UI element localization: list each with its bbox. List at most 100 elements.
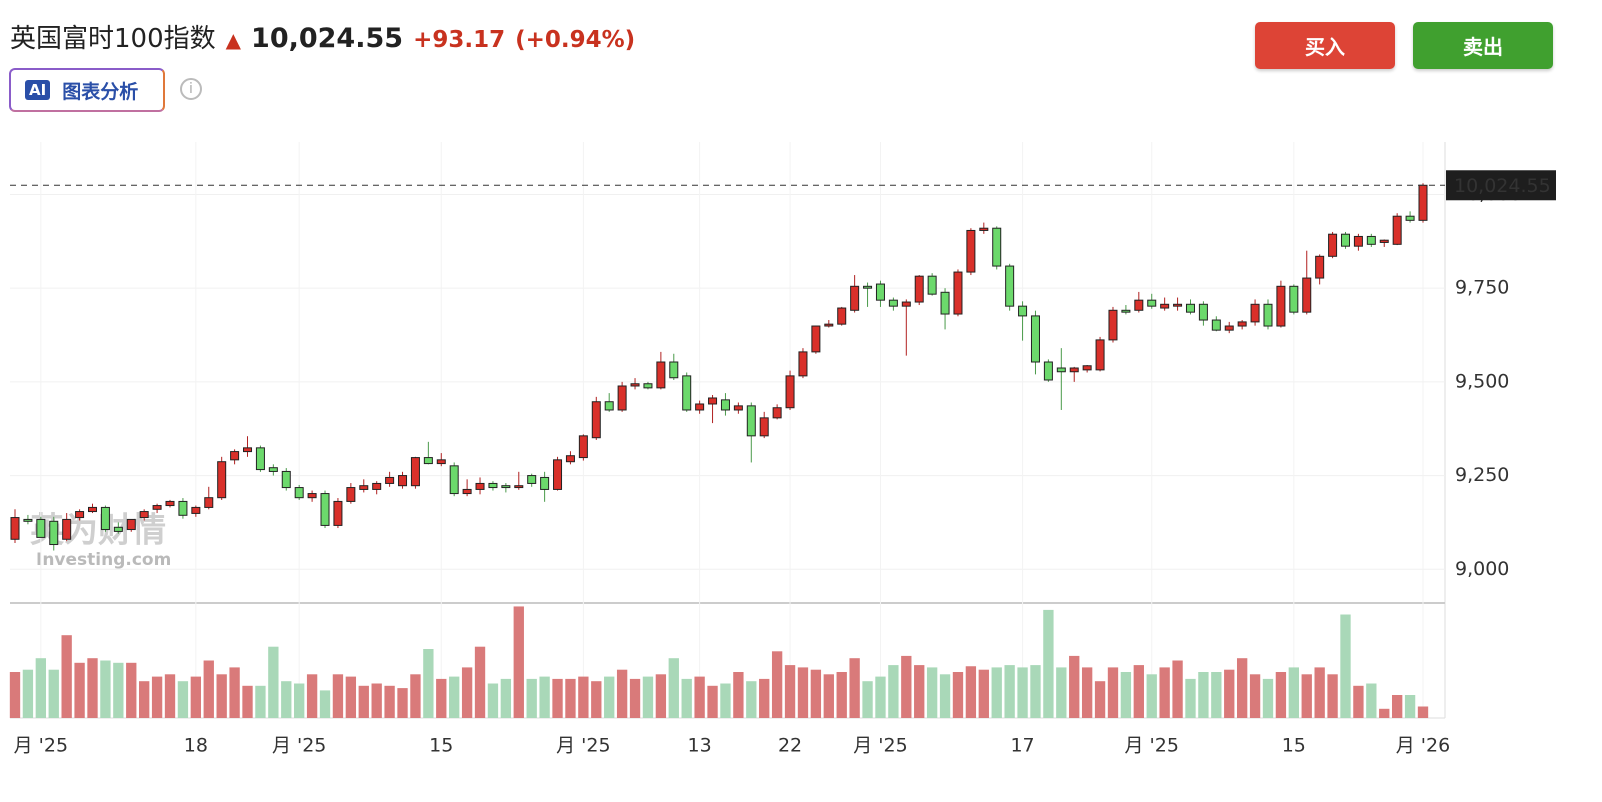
volume-bar [810,669,822,718]
candle-body [927,275,937,295]
candle-body [695,403,705,411]
volume-bar [539,676,550,718]
candle-body [1276,285,1286,327]
candle-body [992,227,1002,267]
volume-bar [991,667,1002,718]
candle-body [1237,321,1247,327]
volume-bar [1236,658,1248,718]
candle-body [294,487,304,499]
volume-bar [35,658,47,718]
ai-analysis-button[interactable]: AI 图表分析 [9,68,165,112]
volume-bar [733,672,744,718]
candle-body [1418,184,1428,221]
volume-bar [1224,669,1235,718]
volume-bar [629,678,641,718]
volume-bar [836,672,847,718]
candle-body [553,459,563,490]
candle-body [759,417,769,437]
volume-bar [358,685,369,718]
candle-body [75,511,85,519]
volume-bar [294,683,305,718]
candle-body [617,385,627,411]
candle-body [100,506,110,531]
candle-body [1315,255,1325,279]
volume-bar [1327,674,1338,718]
candle-body [217,461,227,499]
candle-body [914,275,924,303]
candle-body [36,518,46,538]
volume-bar [1275,672,1287,718]
info-icon[interactable]: i [180,78,202,100]
candle-body [488,482,498,489]
candle-body [1069,367,1079,373]
candle-body [604,401,614,411]
candle-body [1379,239,1389,243]
candle-body [230,451,240,461]
price-tag [1446,170,1556,201]
candle-body [966,229,976,273]
candle-body [1147,299,1157,307]
ai-label: 图表分析 [62,80,139,103]
volume-bar [1146,674,1157,718]
candle-body [708,397,718,405]
volume-bar [384,685,395,718]
volume-bar [1404,695,1416,718]
candle-body [1405,215,1415,221]
volume-bar [487,683,499,718]
candle-body [113,526,123,532]
candle-body [281,470,291,489]
volume-bar [332,674,344,718]
volume-bar [113,662,124,718]
volume-bar [513,606,524,718]
candle-body [1043,361,1053,381]
volume-bar [397,688,408,718]
volume-bar [177,681,189,718]
volume-bar [746,681,757,718]
volume-bar [1069,655,1080,718]
price: 10,024.55 [251,23,404,54]
candle-body [591,401,601,439]
x-tick-label: 18 [184,735,208,757]
volume-bar [978,669,989,718]
volume-bar [1107,667,1119,718]
volume-bar [591,681,602,718]
volume-bar [74,662,85,718]
candle-body [1121,309,1131,313]
x-tick-label: 13 [688,735,712,757]
candle-body [1005,265,1015,307]
volume-bar [1133,665,1144,718]
candle-body [410,457,420,487]
candle-body [1173,303,1183,307]
candle-body [436,459,446,465]
volume-bar [126,662,137,718]
candle-body [372,482,382,490]
candle-body [243,447,253,453]
candle-body [1353,235,1363,247]
candle-body [940,291,950,315]
candle-body [1185,303,1195,313]
candle-body [191,506,201,514]
volume-bar [784,665,796,718]
volume-bar [22,669,34,718]
volume-bar [578,676,589,718]
volume-bar [9,672,21,718]
sell-button[interactable]: 卖出 [1413,22,1553,69]
candle-body [540,476,550,490]
x-tick-label: 17 [1010,735,1034,757]
volume-bar [1391,695,1403,718]
volume-bar [423,649,434,718]
x-tick-label: 月 '26 [1396,735,1450,757]
volume-bar [190,676,202,718]
x-tick-label: 月 '25 [1125,735,1179,757]
volume-bar [952,672,964,718]
candle-body [527,475,537,484]
buy-button[interactable]: 买入 [1255,22,1395,69]
candle-body [643,383,653,389]
candle-body [1082,365,1092,371]
candle-body [1302,277,1312,313]
volume-bar [100,660,111,718]
candle-body [837,307,847,325]
header: 英国富时100指数 ▲ 10,024.55 +93.17 (+0.94%) [10,18,635,55]
volume-bar [720,683,731,718]
